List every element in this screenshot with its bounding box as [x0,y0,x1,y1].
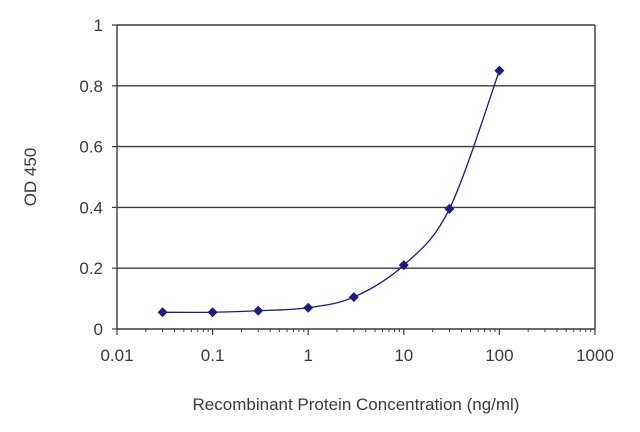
y-tick-label: 1 [94,16,103,35]
data-point-marker [253,305,264,316]
data-point-marker [303,302,314,313]
data-point-marker [207,307,218,318]
x-tick-label: 1 [303,346,312,365]
y-tick-label: 0.2 [79,259,103,278]
data-point-marker [157,307,168,318]
y-axis-label: OD 450 [21,148,40,207]
data-point-marker [398,260,409,271]
x-tick-label: 0.01 [100,346,133,365]
data-point-marker [348,292,359,303]
x-tick-label: 100 [485,346,513,365]
x-tick-label: 10 [394,346,413,365]
data-point-marker [444,203,455,214]
series-line [162,70,501,314]
gridlines [117,24,595,269]
y-tick-label: 0.4 [79,198,103,217]
data-point-marker [494,65,505,76]
y-tick-label: 0.8 [79,77,103,96]
axes: 0 0.2 0.4 0.6 0.8 1 0.01 0.1 1 10 100 1000 [79,16,614,365]
x-tick-label: 1000 [576,346,614,365]
axis-labels: Recombinant Protein Concentration (ng/ml… [21,148,519,414]
x-tick-label: 0.1 [201,346,225,365]
x-axis-label: Recombinant Protein Concentration (ng/ml… [193,395,520,414]
y-tick-label: 0.6 [79,138,103,157]
data-series [157,65,505,318]
y-tick-label: 0 [94,320,103,339]
